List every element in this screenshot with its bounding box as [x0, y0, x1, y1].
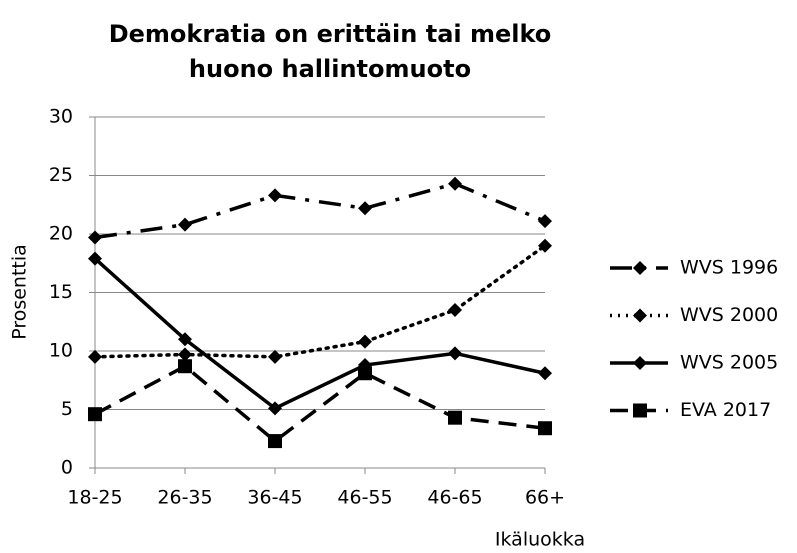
chart-title: Demokratia on erittäin tai melko huono ha… — [109, 20, 552, 83]
marker — [448, 303, 462, 318]
marker — [88, 230, 102, 245]
marker — [178, 217, 192, 232]
marker — [448, 410, 462, 425]
series-line — [93, 243, 547, 359]
marker — [268, 188, 282, 203]
marker — [358, 334, 372, 349]
legend-marker — [633, 308, 647, 323]
legend-label: WVS 2005 — [680, 352, 778, 374]
title-line: Demokratia on erittäin tai melko — [109, 20, 552, 48]
title-line: huono hallintomuoto — [189, 55, 471, 83]
legend-marker — [633, 403, 647, 418]
marker — [358, 366, 372, 381]
marker — [538, 421, 552, 436]
legend-label: EVA 2017 — [680, 399, 771, 421]
marker — [88, 407, 102, 422]
marker — [538, 214, 552, 229]
legend-label: WVS 1996 — [680, 257, 778, 279]
legend-label: WVS 2000 — [680, 304, 778, 326]
y-tick-label: 5 — [61, 398, 73, 420]
x-tick-label: 36-45 — [247, 487, 302, 509]
x-axis-label: Ikäluokka — [495, 529, 585, 551]
marker — [178, 347, 192, 362]
x-tick-label: 46-55 — [337, 487, 392, 509]
marker — [88, 251, 102, 266]
marker — [358, 201, 372, 216]
marker — [268, 349, 282, 364]
marker — [448, 176, 462, 191]
y-tick-label: 15 — [49, 281, 73, 303]
marker — [268, 401, 282, 416]
x-tick-label: 66+ — [525, 487, 565, 509]
marker — [268, 434, 282, 449]
legend-marker — [633, 356, 647, 370]
y-axis-label: Prosenttia — [9, 244, 31, 340]
marker — [88, 349, 102, 364]
y-tick-label: 30 — [49, 106, 73, 128]
marker — [178, 359, 192, 374]
marker — [538, 366, 552, 381]
legend-marker — [633, 261, 647, 275]
marker — [448, 346, 462, 361]
x-tick-label: 26-35 — [157, 487, 212, 509]
series-line — [94, 181, 546, 240]
y-tick-label: 0 — [61, 457, 73, 479]
x-tick-label: 18-25 — [67, 487, 122, 509]
y-tick-label: 25 — [49, 164, 73, 186]
x-tick-label: 46-65 — [427, 487, 482, 509]
marker — [178, 332, 192, 347]
y-tick-label: 20 — [49, 223, 73, 245]
marker — [538, 238, 552, 253]
series-line — [93, 257, 546, 411]
series-line — [94, 364, 546, 444]
y-tick-label: 10 — [49, 340, 73, 362]
